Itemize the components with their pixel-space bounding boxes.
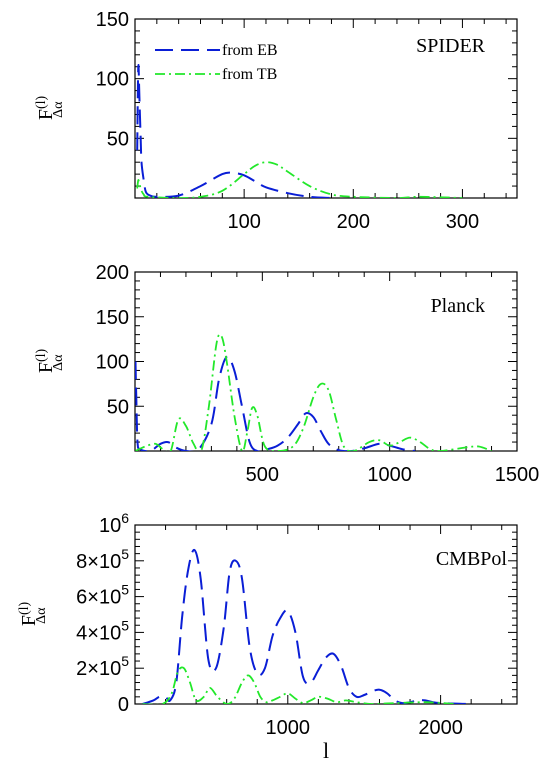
x-tick-label: 1000 bbox=[266, 717, 311, 739]
series-eb-line bbox=[136, 63, 332, 198]
series-tb-line bbox=[135, 333, 492, 451]
series-tb-line bbox=[136, 161, 463, 198]
x-tick-label: 1000 bbox=[367, 464, 412, 486]
panel-planck-axes: 500 1000 1500 50 100 150 200 bbox=[96, 262, 540, 486]
panel-spider-axes: 100 200 300 50 100 150 bbox=[96, 9, 518, 233]
y-tick-label: 2×105 bbox=[76, 653, 129, 680]
panel-planck-series bbox=[135, 333, 492, 451]
y-tick-label: 6×105 bbox=[76, 582, 129, 609]
y-tick-label: 150 bbox=[96, 9, 129, 31]
series-eb-line bbox=[142, 548, 472, 704]
y-tick-label: 100 bbox=[96, 352, 129, 374]
legend-tb-label: from TB bbox=[222, 66, 277, 83]
y-tick-label: 4×105 bbox=[76, 617, 129, 644]
y-tick-label: 0 bbox=[118, 694, 129, 716]
x-tick-label: 300 bbox=[446, 211, 479, 233]
plot-frame bbox=[134, 524, 518, 705]
panel-spider-label: SPIDER bbox=[416, 35, 486, 57]
panel-planck-ylabel: F(l) Δα bbox=[34, 348, 66, 373]
series-tb-line bbox=[142, 666, 456, 704]
y-tick-label: 8×105 bbox=[76, 546, 129, 573]
y-tick-label: 150 bbox=[96, 307, 129, 329]
x-axis-label: l bbox=[323, 738, 329, 763]
panel-spider-series bbox=[136, 63, 463, 198]
panel-planck: 500 1000 1500 50 100 150 200 Planck F(l) Δα bbox=[34, 262, 539, 486]
x-tick-label: 2000 bbox=[418, 717, 463, 739]
legend: from EB from TB bbox=[155, 42, 278, 83]
panel-spider: 100 200 300 50 100 150 SPIDER from EB from TB… bbox=[34, 9, 518, 233]
legend-eb-label: from EB bbox=[222, 42, 278, 59]
x-tick-label: 1500 bbox=[495, 464, 540, 486]
series-eb-line bbox=[135, 355, 416, 451]
y-tick-label: 106 bbox=[99, 510, 129, 537]
x-tick-label: 200 bbox=[337, 211, 370, 233]
y-tick-label: 50 bbox=[107, 396, 129, 418]
y-tick-label: 100 bbox=[96, 69, 129, 91]
panel-cmbpol-ylabel: F(l) Δα bbox=[17, 601, 49, 626]
panel-cmbpol-series bbox=[142, 548, 472, 704]
y-tick-label: 200 bbox=[96, 262, 129, 284]
x-tick-label: 500 bbox=[246, 464, 279, 486]
x-tick-label: 100 bbox=[227, 211, 260, 233]
panel-cmbpol-label: CMBPol bbox=[436, 548, 508, 570]
panel-cmbpol-axes: 1000 2000 0 2×105 4×105 6×105 8×105 106 bbox=[76, 510, 518, 739]
panel-spider-ylabel: F(l) Δα bbox=[34, 95, 66, 120]
y-tick-label: 50 bbox=[107, 128, 129, 150]
panel-planck-label: Planck bbox=[431, 295, 485, 317]
